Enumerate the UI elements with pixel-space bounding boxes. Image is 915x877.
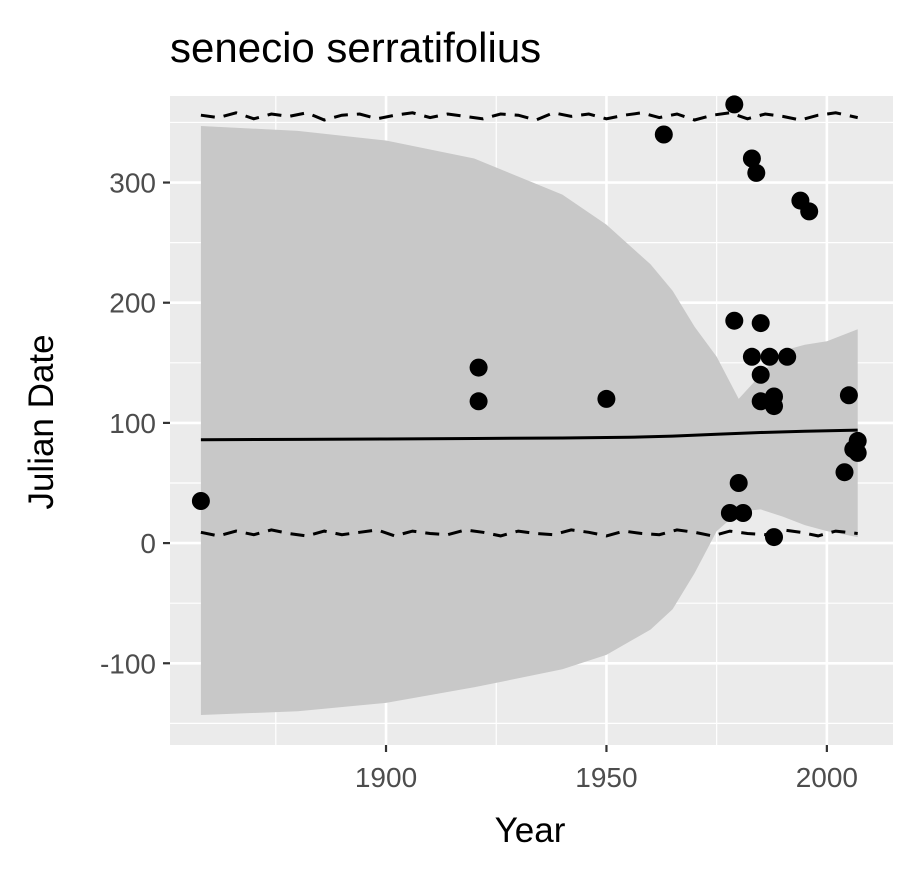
x-axis: 1900 1950 2000 [355, 745, 858, 793]
data-points [191, 95, 867, 547]
y-tick-label: 100 [109, 408, 156, 439]
x-tick-label: 1900 [355, 762, 417, 793]
y-tick-label: 300 [109, 168, 156, 199]
data-point [734, 504, 753, 522]
data-point [751, 314, 770, 333]
x-axis-title: Year [495, 811, 566, 850]
data-point [751, 365, 770, 384]
data-point [765, 528, 783, 547]
data-point [765, 397, 783, 416]
data-point [725, 311, 744, 330]
data-point [839, 386, 858, 405]
data-point [848, 443, 867, 462]
x-tick-label: 1950 [575, 762, 637, 793]
data-point [597, 389, 616, 408]
data-point [469, 392, 488, 411]
data-point [747, 163, 766, 182]
chart-title: senecio serratifolius [170, 24, 541, 71]
data-point [469, 358, 488, 377]
data-point [760, 347, 779, 366]
data-point [725, 95, 744, 114]
data-point [654, 125, 673, 144]
y-axis: -100 0 100 200 300 [100, 168, 170, 679]
data-point [742, 149, 761, 168]
confidence-ribbon [200, 126, 858, 715]
x-tick-label: 2000 [796, 762, 858, 793]
data-point [191, 492, 210, 510]
y-axis-title: Julian Date [22, 334, 61, 509]
upper-dashed-line [200, 111, 859, 122]
data-point [742, 347, 761, 366]
data-point [835, 463, 854, 482]
fit-line [200, 428, 858, 442]
y-tick-label: 200 [109, 288, 156, 319]
lower-dashed-line [200, 528, 858, 538]
data-point [800, 202, 819, 221]
data-point [729, 474, 748, 492]
data-point [778, 347, 797, 366]
y-tick-label: -100 [100, 648, 156, 679]
data-point [720, 504, 739, 522]
y-tick-label: 0 [140, 528, 156, 559]
